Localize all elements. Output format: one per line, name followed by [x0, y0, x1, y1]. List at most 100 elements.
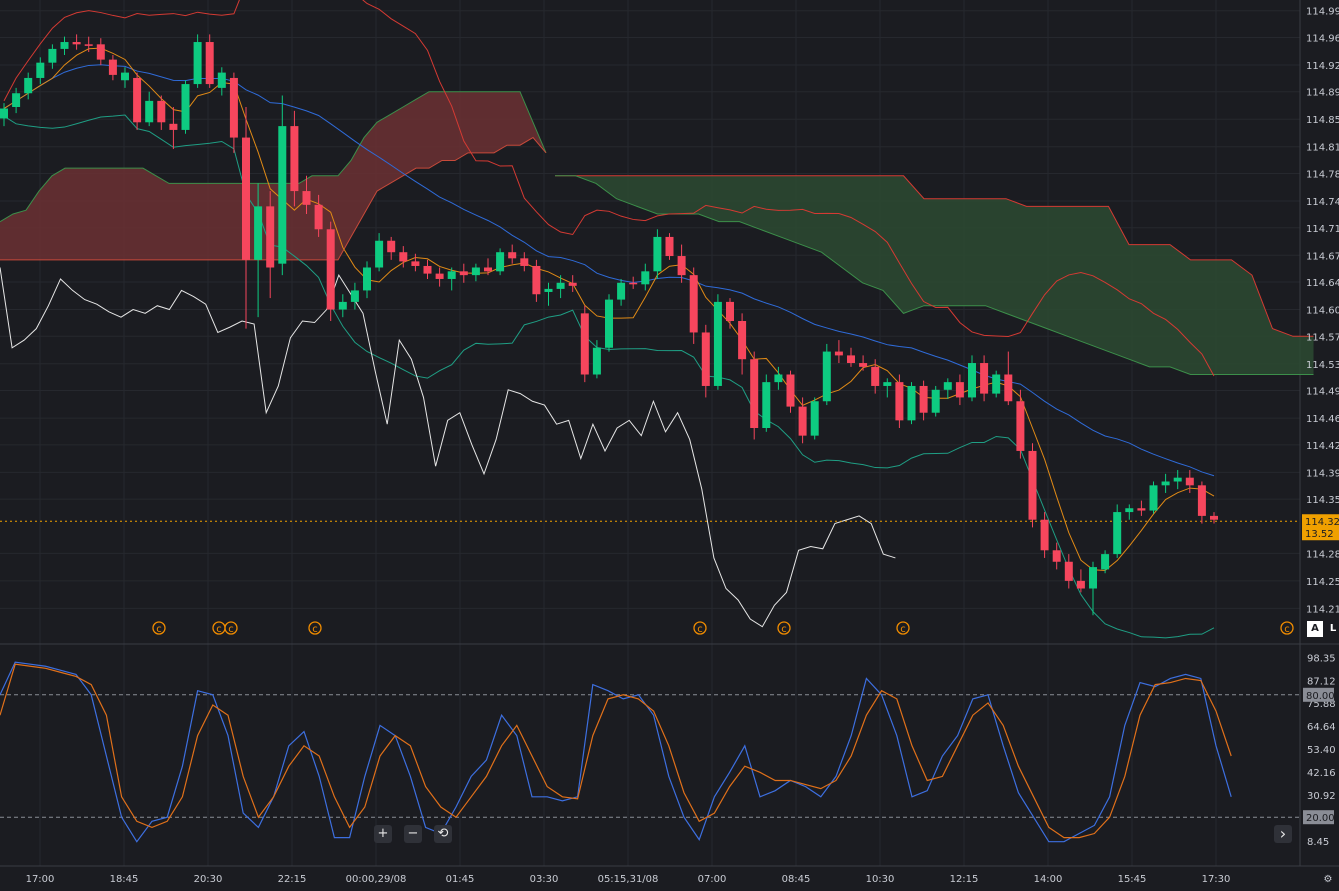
candle: [544, 282, 553, 306]
candle-body: [774, 374, 783, 383]
candle-body: [48, 48, 57, 63]
candle-body: [290, 126, 299, 192]
candle-body: [641, 271, 650, 285]
candle: [871, 359, 880, 394]
candle-body: [653, 236, 662, 272]
time-tick-label: 15:45: [1118, 874, 1147, 885]
candle: [568, 275, 577, 292]
candle: [411, 253, 420, 272]
price-tick-label: 114.534: [1306, 360, 1339, 371]
candle: [810, 397, 819, 440]
time-tick-label: 12:15: [950, 874, 979, 885]
event-marker-symbol: c: [312, 624, 318, 635]
scroll-right-button[interactable]: ›: [1274, 825, 1292, 843]
price-tick-label: 114.747: [1306, 197, 1339, 208]
candle-body: [278, 126, 287, 264]
price-tick-label: 114.570: [1306, 332, 1339, 343]
price-tick-label: 114.676: [1306, 251, 1339, 262]
settings-icon[interactable]: ⚙: [1323, 874, 1333, 885]
candle-body: [1173, 477, 1182, 482]
candle-body: [750, 359, 759, 428]
candle: [822, 343, 831, 406]
event-marker-icon: [152, 621, 166, 635]
candle-body: [181, 84, 190, 130]
candle-body: [326, 229, 335, 310]
candle-body: [689, 275, 698, 333]
candle-body: [568, 282, 577, 286]
candle: [677, 244, 686, 283]
time-tick-label: 05:15,31/08: [598, 874, 659, 885]
candle-body: [1076, 580, 1085, 589]
time-tick-label: 07:00: [698, 874, 727, 885]
oscillator-tick-label: 64.64: [1307, 722, 1336, 733]
candlestick-series[interactable]: [0, 34, 1218, 616]
event-marker-symbol: c: [781, 624, 787, 635]
event-marker-icon: [777, 621, 791, 635]
candle-body: [157, 100, 166, 123]
candle-body: [532, 265, 541, 295]
current-price-label: 114.328: [1305, 517, 1339, 528]
candle-body: [1197, 485, 1206, 516]
reset-zoom-button[interactable]: ⟲: [434, 825, 452, 843]
candle-body: [665, 236, 674, 257]
oscillator-tick-label: 75.88: [1307, 699, 1336, 710]
candle: [943, 378, 952, 399]
price-tick-label: 114.357: [1306, 495, 1339, 506]
price-tick-label: 114.214: [1306, 604, 1339, 615]
candle: [302, 175, 311, 214]
candle: [471, 263, 480, 282]
price-tick-label: 114.605: [1306, 306, 1339, 317]
candle: [254, 183, 263, 318]
auto-scale-button[interactable]: A: [1307, 621, 1323, 637]
candle-body: [338, 301, 347, 310]
candle-body: [556, 282, 565, 289]
candle-body: [1040, 519, 1049, 551]
candle: [750, 351, 759, 440]
zoom-out-button[interactable]: −: [404, 825, 422, 843]
stochastic-oscillator[interactable]: [0, 661, 1300, 843]
candle: [1016, 389, 1025, 459]
price-tick-label: 114.499: [1306, 387, 1339, 398]
candle: [1161, 473, 1170, 493]
candle: [738, 313, 747, 375]
candle-body: [1089, 567, 1097, 589]
candle-body: [423, 265, 432, 274]
candle: [266, 191, 275, 299]
candle: [641, 263, 650, 291]
stochastic-d-line: [0, 663, 1232, 839]
candle: [980, 355, 989, 402]
cloud-red: [0, 91, 546, 260]
price-tick-label: 114.463: [1306, 414, 1339, 425]
candle-body: [943, 382, 952, 390]
cloud-green-upper: [555, 175, 1314, 337]
candle-body: [968, 363, 976, 398]
candle-body: [992, 374, 1001, 394]
candle: [907, 382, 916, 425]
candle-body: [435, 273, 444, 279]
candle-body: [193, 42, 202, 85]
candle-body: [544, 288, 553, 292]
kijun-line: [3, 64, 1215, 477]
oscillator-tick-label: 53.40: [1307, 745, 1336, 756]
zoom-in-button[interactable]: +: [374, 825, 392, 843]
candle-body: [363, 267, 371, 291]
candle-body: [822, 351, 831, 402]
candle-body: [1185, 477, 1194, 486]
candle: [1125, 504, 1134, 520]
candle-body: [762, 382, 771, 428]
candle: [713, 294, 722, 390]
event-marker-symbol: c: [228, 624, 234, 635]
candle: [193, 34, 202, 88]
countdown-label: 13.52: [1305, 529, 1334, 540]
oscillator-tick-label: 87.12: [1307, 676, 1336, 687]
candle-body: [169, 123, 178, 130]
candle: [48, 44, 57, 69]
candle-body: [810, 401, 819, 436]
log-scale-button[interactable]: L: [1325, 621, 1339, 637]
candle-body: [592, 347, 601, 375]
candle-body: [520, 258, 529, 266]
candle: [665, 233, 674, 260]
price-tick-label: 114.996: [1306, 7, 1339, 18]
